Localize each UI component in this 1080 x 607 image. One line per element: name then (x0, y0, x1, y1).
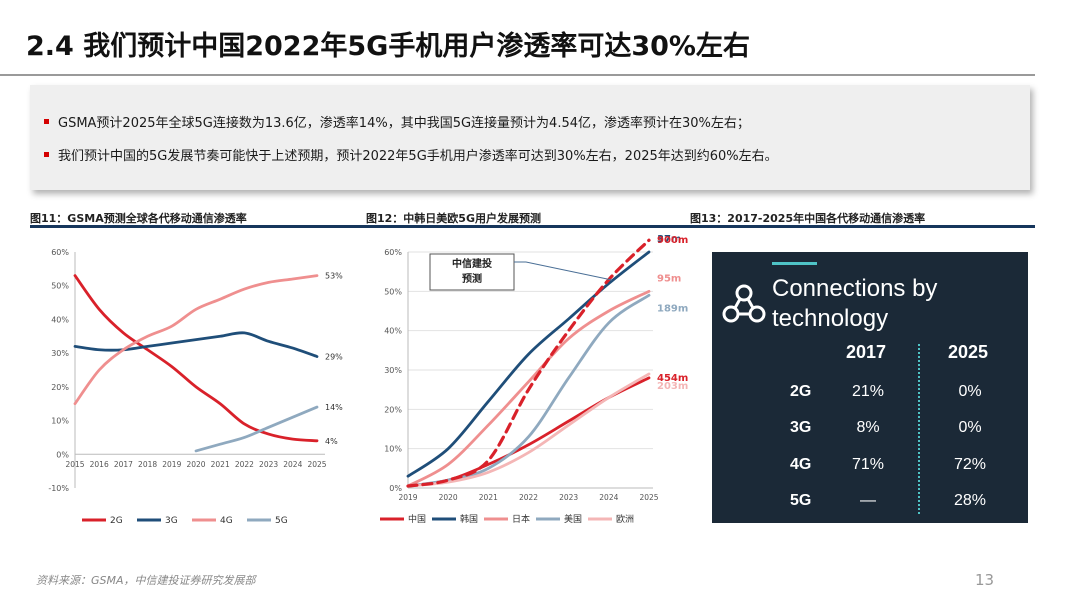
c1-legend-label: 4G (220, 516, 233, 526)
y-tick-label: 10% (51, 417, 69, 426)
title-divider (0, 74, 1035, 76)
c2-end-label: 95m (657, 273, 681, 284)
c1-legend-label: 2G (110, 516, 123, 526)
column-separator (918, 344, 920, 514)
c1-legend-label: 5G (275, 516, 288, 526)
c1-end-label: 14% (325, 403, 343, 412)
fig11-title: 图11：GSMA预测全球各代移动通信渗透率 (30, 212, 247, 225)
c2-end-label: 203m (657, 381, 688, 392)
x-tick-label: 2018 (138, 460, 157, 469)
connections-panel: Connections by technology 2017 2025 2G 2… (712, 252, 1028, 523)
c2-series-line-series (406, 250, 651, 478)
cell-4g-2025: 72% (953, 456, 987, 473)
x-tick-label: 2019 (398, 493, 417, 502)
c2-legend-label: 中国 (408, 513, 426, 525)
c1-series-line-2g (73, 274, 319, 443)
accent-bar (772, 262, 817, 265)
x-tick-label: 2021 (211, 460, 230, 469)
y-tick-label: 30% (384, 366, 402, 375)
x-tick-label: 2020 (186, 460, 205, 469)
c2-end-label: 189m (657, 303, 688, 314)
y-tick-label: -10% (48, 484, 69, 493)
cell-3g-2025: 0% (958, 419, 982, 436)
forecast-annotation-box (429, 253, 515, 291)
x-tick-label: 2025 (639, 493, 658, 502)
y-tick-label: 0% (56, 450, 69, 459)
y-tick-label: 20% (384, 405, 402, 414)
c2-legend-label: 韩国 (460, 513, 478, 525)
c2-series-line-series (406, 372, 651, 488)
x-tick-label: 2025 (307, 460, 326, 469)
x-tick-label: 2019 (162, 460, 181, 469)
c2-series-line-series (406, 289, 651, 488)
y-tick-label: 60% (384, 248, 402, 257)
c1-legend-label: 3G (165, 516, 178, 526)
x-tick-label: 2021 (479, 493, 498, 502)
x-tick-label: 2017 (114, 460, 133, 469)
c1-end-label: 4% (325, 437, 338, 446)
bullet-square-icon (44, 119, 49, 124)
cell-4g-2017: 71% (851, 456, 885, 473)
column-header-2017: 2017 (846, 342, 887, 362)
panel-title: Connections by technology (772, 275, 938, 332)
cell-2g-2017: 21% (851, 383, 885, 400)
x-tick-label: 2020 (439, 493, 458, 502)
y-tick-label: 10% (384, 445, 402, 454)
row-label-5g: 5G (790, 492, 812, 509)
x-tick-label: 2022 (235, 460, 254, 469)
bullet-1: GSMA预计2025年全球5G连接数为13.6亿，渗透率14%，其中我国5G连接… (44, 112, 750, 131)
x-tick-label: 2023 (559, 493, 578, 502)
x-tick-label: 2024 (283, 460, 302, 469)
column-header-2025: 2025 (948, 342, 989, 362)
figure-divider (30, 225, 1035, 228)
cell-3g-2017: 8% (856, 419, 880, 436)
bullet-text: 我们预计中国的5G发展节奏可能快于上述预期，预计2022年5G手机用户渗透率可达… (58, 149, 778, 164)
row-label-4g: 4G (790, 456, 812, 473)
slide-title: 2.4 我们预计中国2022年5G手机用户渗透率可达30%左右 (26, 31, 750, 62)
c2-legend-label: 欧洲 (616, 513, 634, 525)
y-tick-label: 0% (389, 484, 402, 493)
c1-series-line-4g (73, 274, 319, 406)
fig13-title: 图13：2017-2025年中国各代移动通信渗透率 (690, 212, 926, 225)
y-tick-label: 20% (51, 383, 69, 392)
x-tick-label: 2024 (599, 493, 618, 502)
c2-legend-label: 美国 (564, 513, 582, 525)
y-tick-label: 40% (384, 327, 402, 336)
bullet-text: GSMA预计2025年全球5G连接数为13.6亿，渗透率14%，其中我国5G连接… (58, 116, 750, 131)
c2-end-label: 37m (657, 234, 681, 245)
y-tick-label: 50% (384, 287, 402, 296)
y-tick-label: 60% (51, 248, 69, 257)
source-note: 资料来源：GSMA，中信建投证券研究发展部 (36, 574, 256, 587)
x-tick-label: 2015 (65, 460, 84, 469)
cell-5g-2017: — (860, 492, 876, 509)
x-tick-label: 2022 (519, 493, 538, 502)
y-tick-label: 30% (51, 349, 69, 358)
c2-end-label: 454m (657, 373, 688, 384)
x-tick-label: 2016 (90, 460, 109, 469)
cell-2g-2025: 0% (958, 383, 982, 400)
5g-user-forecast-chart: 60% 50% 40% 30% 20% 10% 0%2019 2020 2021 2022 2023… (380, 234, 688, 525)
c1-series-line-5g (194, 405, 319, 453)
forecast-annotation-text: 预测 (462, 272, 482, 285)
row-label-3g: 3G (790, 419, 812, 436)
page-number: 13 (975, 571, 995, 589)
x-tick-label: 2023 (259, 460, 278, 469)
summary-box: GSMA预计2025年全球5G连接数为13.6亿，渗透率14%，其中我国5G连接… (30, 85, 1030, 190)
c1-series-line-3g (73, 331, 319, 358)
c1-end-label: 29% (325, 353, 343, 362)
bullet-square-icon (44, 152, 49, 157)
network-icon (722, 284, 766, 323)
gsma-penetration-chart: 60% 50% 40% 30% 20% 10% 0% -10% 2015 2016 2017 2018… (48, 248, 343, 526)
bullet-2: 我们预计中国的5G发展节奏可能快于上述预期，预计2022年5G手机用户渗透率可达… (44, 145, 778, 164)
annotation-leader-line (514, 261, 613, 281)
c1-end-label: 53% (325, 272, 343, 281)
c2-legend-label: 日本 (512, 513, 530, 525)
row-label-2g: 2G (790, 383, 812, 400)
fig12-title: 图12：中韩日美欧5G用户发展预测 (366, 212, 541, 225)
c2-end-label: 900m (657, 235, 688, 246)
y-tick-label: 50% (51, 282, 69, 291)
cell-5g-2025: 28% (953, 492, 987, 509)
y-tick-label: 40% (51, 315, 69, 324)
forecast-annotation-text: 中信建投 (452, 257, 492, 270)
